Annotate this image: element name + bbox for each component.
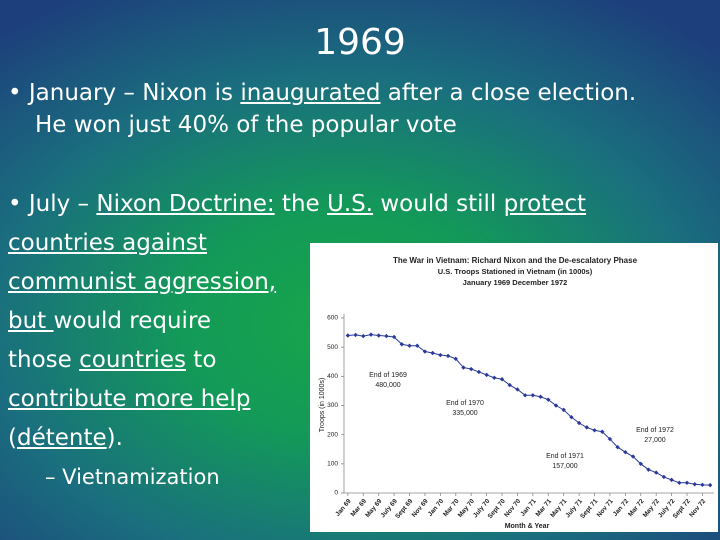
annotation: End of 1972 (636, 427, 674, 434)
underlined-text: countries (79, 347, 186, 373)
data-point (584, 425, 590, 430)
bullet-line: He won just 40% of the popular vote (35, 111, 457, 139)
underlined-text: contribute more help (8, 386, 251, 412)
data-point (476, 369, 482, 375)
x-axis-label: Month & Year (505, 523, 550, 530)
underlined-text: inaugurated (240, 80, 381, 106)
data-point (661, 474, 667, 480)
data-point (653, 470, 659, 475)
underlined-text: U.S. (326, 191, 374, 217)
data-point (468, 366, 474, 372)
data-point (499, 377, 505, 382)
y-tick-label: 600 (327, 315, 338, 322)
data-point (630, 454, 636, 459)
underlined-text: Nixon Doctrine: (96, 191, 275, 217)
data-point (376, 333, 381, 338)
text: would still (373, 191, 504, 217)
annotation: End of 1971 (546, 453, 584, 460)
data-point (700, 482, 705, 488)
x-tick-label: Nov 71 (596, 498, 615, 519)
data-point (607, 436, 613, 442)
annotation: 335,000 (452, 410, 477, 417)
y-tick-label: 300 (327, 402, 338, 409)
annotation: 27,000 (644, 437, 666, 444)
data-point (361, 333, 366, 339)
x-tick-label: Nov 70 (503, 498, 522, 519)
bullet-line: – Vietnamization (45, 463, 220, 491)
text: ). (106, 425, 123, 451)
data-point (707, 482, 713, 488)
y-tick-label: 400 (327, 373, 338, 380)
bullet-line: communist aggression, (8, 268, 276, 296)
chart: The War in Vietnam: Richard Nixon and th… (310, 243, 718, 532)
underlined-text: countries against (8, 230, 207, 256)
x-tick-label: Nov 72 (688, 498, 707, 519)
y-axis-label: Troops (in 1000s) (319, 378, 326, 433)
underlined-text: communist aggression, (8, 269, 277, 295)
underlined-text: protect (503, 191, 587, 217)
text: would require (53, 308, 212, 334)
data-point (453, 356, 458, 362)
text: • January – Nixon is (8, 80, 241, 106)
text: He won just 40% of the popular vote (35, 112, 457, 138)
y-tick-label: 200 (327, 431, 338, 438)
text: after a close election. (380, 80, 637, 106)
bullet-line: • January – Nixon is inaugurated after a… (8, 79, 636, 107)
annotation: End of 1970 (446, 400, 484, 407)
data-point (399, 342, 405, 347)
data-point (492, 375, 497, 380)
x-tick-label: Nov 69 (411, 498, 430, 519)
data-point (445, 353, 451, 359)
data-point (677, 480, 682, 485)
data-point (692, 482, 697, 487)
text: to (186, 347, 217, 373)
chart-title: The War in Vietnam: Richard Nixon and th… (393, 256, 638, 265)
text: – Vietnamization (45, 465, 220, 489)
data-point (430, 350, 435, 356)
underlined-text: but (8, 308, 54, 334)
annotation: 157,000 (552, 463, 577, 470)
text: those (8, 347, 80, 373)
bullet-line: (détente). (8, 424, 123, 452)
data-point (384, 333, 389, 339)
bullet-line: contribute more help (8, 385, 250, 413)
data-point (407, 343, 412, 348)
annotation: 480,000 (375, 382, 400, 389)
text: ( (8, 425, 17, 451)
text: the (274, 191, 327, 217)
data-point (507, 382, 512, 388)
data-point (669, 477, 674, 483)
text: • July – (8, 191, 97, 217)
y-tick-label: 500 (327, 344, 338, 351)
data-point (515, 387, 520, 392)
bullet-line: but would require (8, 307, 211, 335)
data-point (345, 333, 351, 338)
data-point (684, 480, 690, 485)
underlined-text: détente (16, 425, 107, 451)
data-point (415, 343, 420, 348)
data-point (422, 349, 428, 354)
data-point (561, 407, 566, 413)
y-tick-label: 100 (327, 461, 338, 468)
data-point (484, 372, 489, 378)
data-point (538, 394, 543, 399)
chart-title: U.S. Troops Stationed in Vietnam (in 100… (438, 267, 593, 276)
data-point (368, 332, 374, 337)
data-point (461, 365, 466, 370)
bullet-line: • July – Nixon Doctrine: the U.S. would … (8, 190, 586, 218)
y-tick-label: 0 (334, 490, 338, 497)
annotation: End of 1969 (369, 372, 407, 379)
data-point (530, 393, 536, 398)
data-point (592, 428, 597, 433)
data-point (353, 332, 358, 338)
chart-title: January 1969 December 1972 (463, 278, 568, 287)
data-point (391, 334, 397, 340)
data-line (347, 334, 711, 486)
slide-title: 1969 (314, 22, 406, 63)
bullet-line: countries against (8, 229, 207, 257)
bullet-line: those countries to (8, 346, 216, 374)
data-point (438, 352, 443, 358)
